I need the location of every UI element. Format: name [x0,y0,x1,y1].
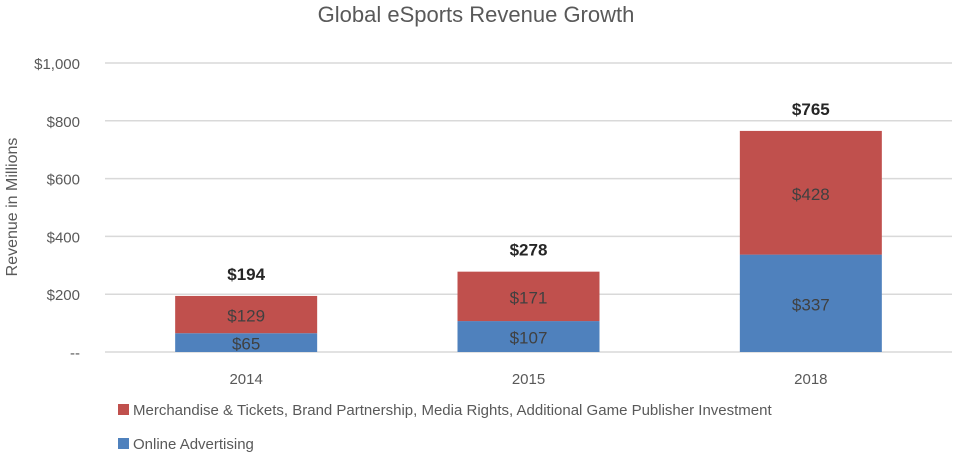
data-label: $171 [510,288,548,307]
total-label: $194 [227,265,265,284]
y-tick-label: $400 [47,229,80,246]
legend-swatch [118,404,129,415]
legend-swatch [118,438,129,449]
x-tick-label: 2014 [229,371,262,388]
bar-segment [457,271,600,322]
legend-label: Merchandise & Tickets, Brand Partnership… [133,402,772,419]
data-label: $337 [792,295,830,314]
data-label: $129 [227,307,265,326]
legend-label: Online Advertising [133,436,254,453]
y-tick-label: $200 [47,287,80,304]
total-label: $765 [792,100,830,119]
x-tick-label: 2018 [794,371,827,388]
data-label: $428 [792,185,830,204]
data-label: $65 [232,335,260,354]
y-tick-label: $600 [47,172,80,189]
y-tick-label: $1,000 [34,56,80,73]
y-axis-label: Revenue in Millions [4,138,21,277]
total-label: $278 [510,241,548,260]
y-tick-label: $800 [47,114,80,131]
bar-segment [175,295,318,334]
bar-segment [739,254,882,352]
x-tick-label: 2015 [512,371,545,388]
bar-segment [175,333,318,352]
data-label: $107 [510,329,548,348]
y-tick-label: -- [70,345,80,362]
bar-segment [739,130,882,255]
bar-segment [457,321,600,352]
chart-title: Global eSports Revenue Growth [318,2,635,27]
